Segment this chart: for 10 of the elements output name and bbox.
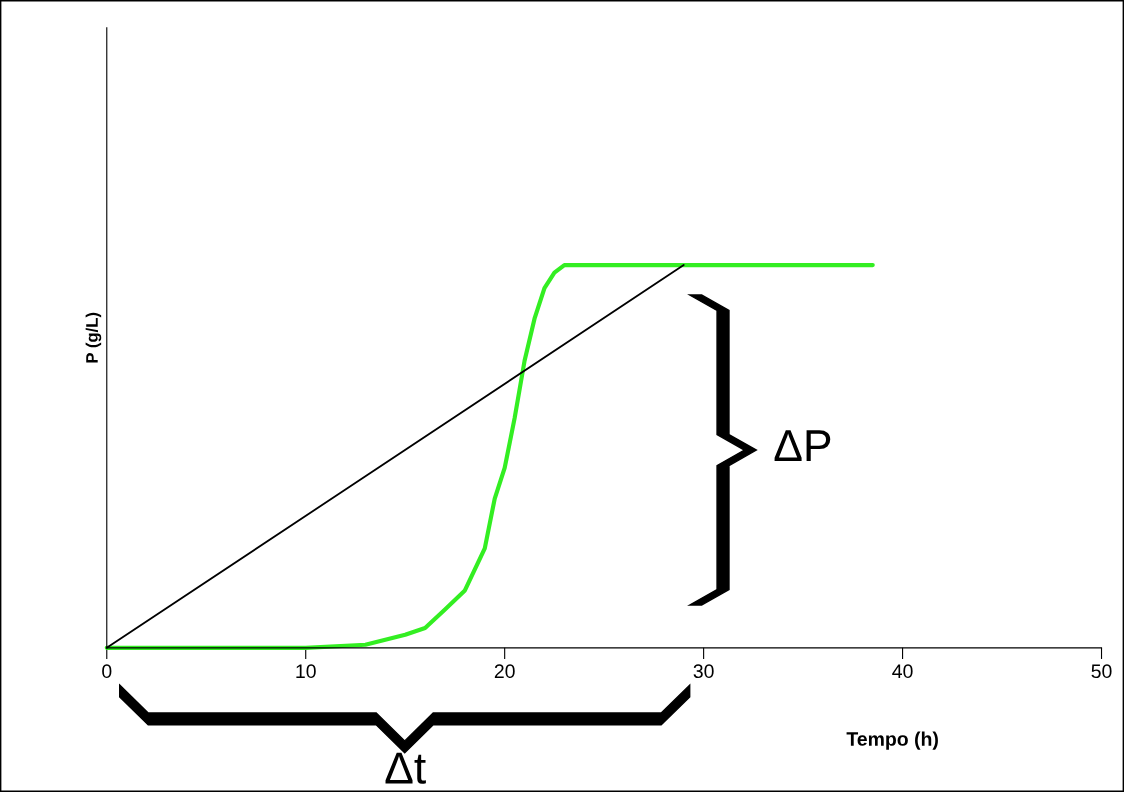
x-tick-label: 10	[296, 664, 316, 679]
x-axis-title: Tempo (h)	[846, 731, 938, 750]
x-tick-label: 50	[1091, 664, 1112, 679]
x-tick-label: 30	[693, 664, 714, 679]
x-tick-label: 20	[494, 664, 515, 679]
x-tick-label: 0	[102, 664, 112, 679]
annotation: ΔP	[774, 430, 831, 461]
x-tick-label: 40	[892, 664, 913, 679]
y-axis-title: P (g/L)	[85, 312, 102, 363]
text: Δt	[385, 752, 426, 784]
